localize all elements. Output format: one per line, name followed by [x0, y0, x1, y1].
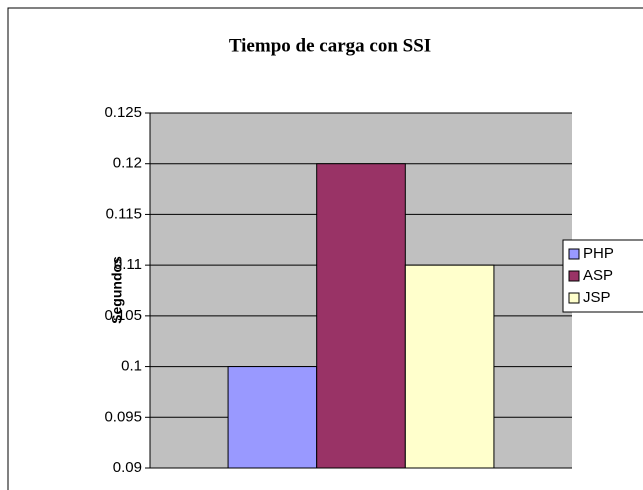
bar — [316, 163, 406, 469]
y-tick-label: 0.1 — [121, 358, 142, 375]
y-tick-label: 0.105 — [104, 307, 142, 324]
legend-swatch — [568, 248, 580, 260]
chart-title: Tiempo de carga con SSI — [229, 35, 431, 56]
y-tick-label: 0.125 — [104, 104, 142, 121]
legend-swatch — [568, 270, 580, 282]
legend-label: PHP — [583, 245, 614, 262]
legend-label: JSP — [583, 289, 611, 306]
bar — [227, 366, 318, 469]
y-tick-label: 0.12 — [113, 155, 142, 172]
bar — [404, 264, 495, 469]
y-tick-label: 0.09 — [113, 459, 142, 476]
y-tick-label: 0.115 — [106, 205, 142, 222]
y-tick-label: 0.11 — [114, 256, 142, 273]
y-tick-label: 0.095 — [104, 408, 142, 425]
legend-label: ASP — [583, 267, 613, 284]
y-axis-label: Segundos — [109, 256, 125, 324]
legend-swatch — [568, 292, 580, 304]
